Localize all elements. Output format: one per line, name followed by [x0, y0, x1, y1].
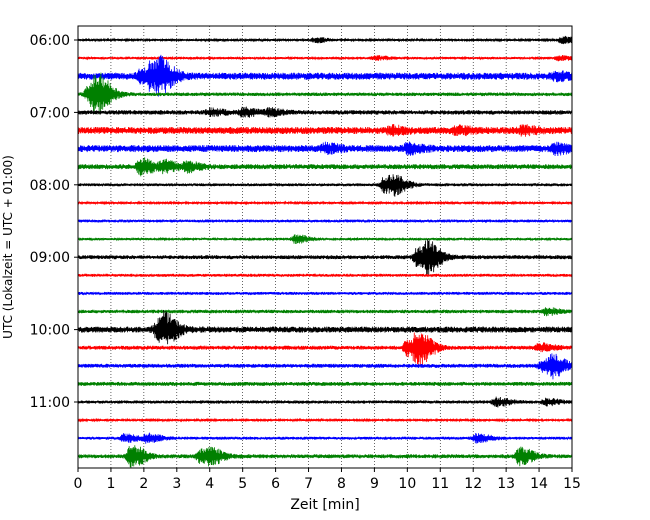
- seismogram-traces: [77, 35, 573, 469]
- x-tick-label: 2: [139, 476, 148, 492]
- y-tick-label: 10:00: [30, 323, 70, 339]
- y-tick-label: 09:00: [30, 250, 70, 266]
- trace-0945: [77, 307, 573, 317]
- trace-0615: [77, 54, 573, 62]
- trace-0645: [77, 72, 573, 115]
- trace-0715: [77, 124, 573, 137]
- y-tick-label: 06:00: [30, 33, 70, 49]
- trace-0915: [77, 273, 573, 278]
- x-tick-label: 4: [205, 476, 214, 492]
- y-axis-label: UTC (Lokalzeit = UTC + 01:00): [1, 155, 15, 339]
- trace-0930: [77, 291, 573, 296]
- x-axis: 0 1 2 3 4 5 6 7 8 9 10 11 12 13 14 15: [74, 468, 581, 492]
- trace-0900: [77, 239, 573, 276]
- trace-1145: [77, 445, 573, 469]
- y-axis: 06:00 07:00 08:00 09:00 10:00 11:00: [30, 33, 78, 411]
- x-tick-label: 6: [271, 476, 280, 492]
- y-tick-label: 07:00: [30, 105, 70, 121]
- x-tick-label: 5: [238, 476, 247, 492]
- x-tick-label: 0: [74, 476, 83, 492]
- y-tick-label: 08:00: [30, 178, 70, 194]
- trace-0730: [77, 141, 573, 157]
- x-tick-label: 7: [304, 476, 313, 492]
- trace-0815: [77, 200, 573, 206]
- x-tick-label: 10: [398, 476, 416, 492]
- trace-1130: [77, 432, 573, 444]
- trace-1100: [77, 396, 573, 408]
- trace-0600: [77, 35, 573, 45]
- trace-1045: [77, 381, 573, 386]
- trace-1030: [77, 353, 573, 380]
- trace-0700: [77, 106, 573, 118]
- trace-1000: [77, 310, 573, 345]
- trace-0830: [77, 218, 573, 224]
- x-tick-label: 12: [464, 476, 482, 492]
- plot-frame: [77, 25, 573, 469]
- trace-1115: [77, 417, 573, 423]
- trace-0800: [77, 174, 573, 197]
- trace-1015: [77, 332, 573, 368]
- x-tick-label: 14: [530, 476, 548, 492]
- x-tick-label: 3: [172, 476, 181, 492]
- trace-0745: [77, 157, 573, 177]
- x-tick-label: 1: [106, 476, 115, 492]
- x-tick-label: 11: [431, 476, 449, 492]
- x-tick-label: 13: [497, 476, 515, 492]
- x-tick-label: 9: [370, 476, 379, 492]
- x-tick-label: 8: [337, 476, 346, 492]
- x-tick-label: 15: [563, 476, 581, 492]
- trace-0630: [77, 54, 573, 97]
- trace-0845: [77, 234, 573, 245]
- y-tick-label: 11:00: [30, 395, 70, 411]
- x-axis-label: Zeit [min]: [290, 497, 359, 513]
